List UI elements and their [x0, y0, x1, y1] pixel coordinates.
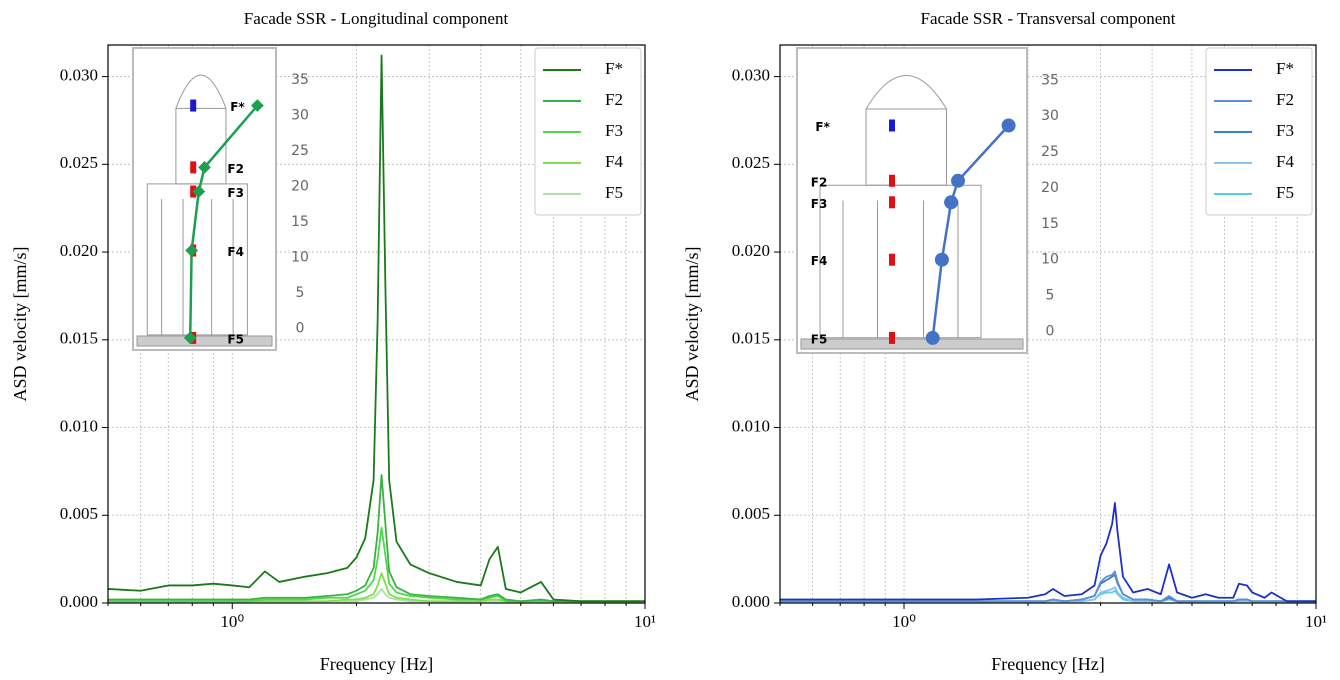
legend-label: F2: [605, 90, 623, 109]
mode-point: [1001, 118, 1016, 133]
sketch-base: [136, 335, 273, 347]
chart-title: Facade SSR - Longitudinal component: [244, 9, 509, 28]
sketch-base: [800, 338, 1024, 350]
legend-label: F3: [1276, 121, 1294, 140]
mode-point: [925, 330, 940, 345]
inset-tick-label: 15: [1041, 216, 1059, 232]
mode-point: [198, 161, 211, 174]
plot-frame: [779, 44, 1317, 604]
mode-point: [951, 173, 965, 188]
y-tick-label: 0.020: [60, 241, 98, 260]
series-line: [780, 502, 1316, 603]
series-line: [108, 572, 645, 603]
sensor-marker: [190, 161, 197, 174]
y-tick-label: 0.030: [60, 65, 98, 84]
series-line: [780, 574, 1316, 603]
inset-tick-label: 5: [1046, 288, 1055, 304]
sketch-top: [175, 74, 227, 109]
inset-frame: [796, 47, 1028, 354]
inset-tick-label: 10: [1041, 252, 1059, 268]
x-tick-label: 10⁰: [892, 612, 916, 631]
inset-tick-label: 15: [291, 214, 309, 230]
inset-label: F5: [227, 332, 244, 346]
inset-tick-label: 20: [291, 179, 309, 195]
legend-label: F5: [605, 183, 623, 202]
y-tick-label: 0.015: [60, 329, 98, 348]
mode-point: [185, 244, 198, 257]
legend-label: F*: [1276, 59, 1294, 78]
y-axis-label: ASD velocity [mm/s]: [682, 247, 702, 402]
x-tick-label: 10⁰: [220, 612, 244, 631]
chart-title: Facade SSR - Transversal component: [921, 9, 1176, 28]
sensor-marker: [190, 99, 197, 112]
y-tick-label: 0.030: [732, 65, 770, 84]
inset-tick-label: 25: [291, 143, 309, 159]
inset-tick-label: 25: [1041, 144, 1059, 160]
chart-panel: 10⁰ 10¹ 0.000 0.005 0.010 0.015 0.020 0.025 0.03…: [10, 9, 656, 674]
series-line: [780, 570, 1316, 603]
x-axis-label: Frequency [Hz]: [320, 654, 433, 674]
sensor-marker: [889, 253, 895, 266]
x-tick-label: 10¹: [1305, 612, 1327, 631]
y-tick-label: 0.020: [732, 241, 770, 260]
inset-label: F5: [811, 332, 828, 346]
legend-label: F2: [1276, 90, 1294, 109]
legend-box: [534, 47, 642, 216]
legend-label: F3: [605, 121, 623, 140]
inset-tick-label: 5: [296, 285, 305, 301]
y-tick-label: 0.010: [732, 416, 770, 435]
inset-tick-label: 35: [1041, 72, 1059, 88]
x-axis-label: Frequency [Hz]: [991, 654, 1104, 674]
inset-frame: [132, 47, 277, 351]
inset-tick-label: 30: [1041, 108, 1059, 124]
legend-label: F4: [605, 152, 623, 171]
mode-point: [192, 185, 206, 198]
inset-tick-label: 10: [291, 250, 309, 266]
legend-label: F5: [1276, 183, 1294, 202]
facade-sketch: [136, 74, 273, 347]
y-tick-label: 0.025: [732, 153, 770, 172]
chart-panel: 10⁰ 10¹ 0.000 0.005 0.010 0.015 0.020 0.025 0.03…: [682, 9, 1327, 674]
y-tick-label: 0.005: [60, 504, 98, 523]
inset-label: F3: [227, 186, 244, 200]
inset-tick-label: 30: [291, 108, 309, 124]
sensor-marker: [889, 174, 895, 187]
y-tick-label: 0.005: [732, 504, 770, 523]
inset-label: F2: [811, 175, 828, 189]
inset-label: F*: [815, 120, 830, 134]
facade-sketch: [800, 74, 1024, 350]
series-line: [107, 54, 645, 603]
inset-label: F4: [227, 245, 244, 259]
plot-frame: [107, 44, 646, 604]
sensor-marker: [889, 196, 895, 209]
legend-box: [1205, 47, 1313, 216]
inset-tick-label: 20: [1041, 180, 1059, 196]
mode-point: [251, 99, 264, 112]
inset-label: F4: [811, 254, 828, 268]
legend-label: F*: [605, 59, 623, 78]
inset-tick-label: 0: [1046, 323, 1055, 339]
inset-label: F2: [227, 162, 244, 176]
y-axis-label: ASD velocity [mm/s]: [10, 247, 30, 402]
y-tick-label: 0.015: [732, 329, 770, 348]
sketch-top: [865, 74, 947, 110]
sensor-marker: [889, 119, 895, 132]
sketch-upper: [865, 108, 947, 186]
mode-point: [934, 252, 949, 267]
mode-point: [183, 331, 197, 345]
inset-label: F3: [811, 197, 828, 211]
y-tick-label: 0.010: [60, 416, 98, 435]
sensor-marker: [889, 331, 895, 344]
mode-point: [944, 195, 959, 210]
inset-label: F*: [230, 100, 245, 114]
x-tick-label: 10¹: [634, 612, 656, 631]
series-line: [108, 474, 645, 603]
y-tick-label: 0.025: [60, 153, 98, 172]
legend-label: F4: [1276, 152, 1294, 171]
inset-tick-label: 35: [291, 72, 309, 88]
y-tick-label: 0.000: [60, 592, 98, 611]
inset-tick-label: 0: [296, 321, 305, 337]
y-tick-label: 0.000: [732, 592, 770, 611]
